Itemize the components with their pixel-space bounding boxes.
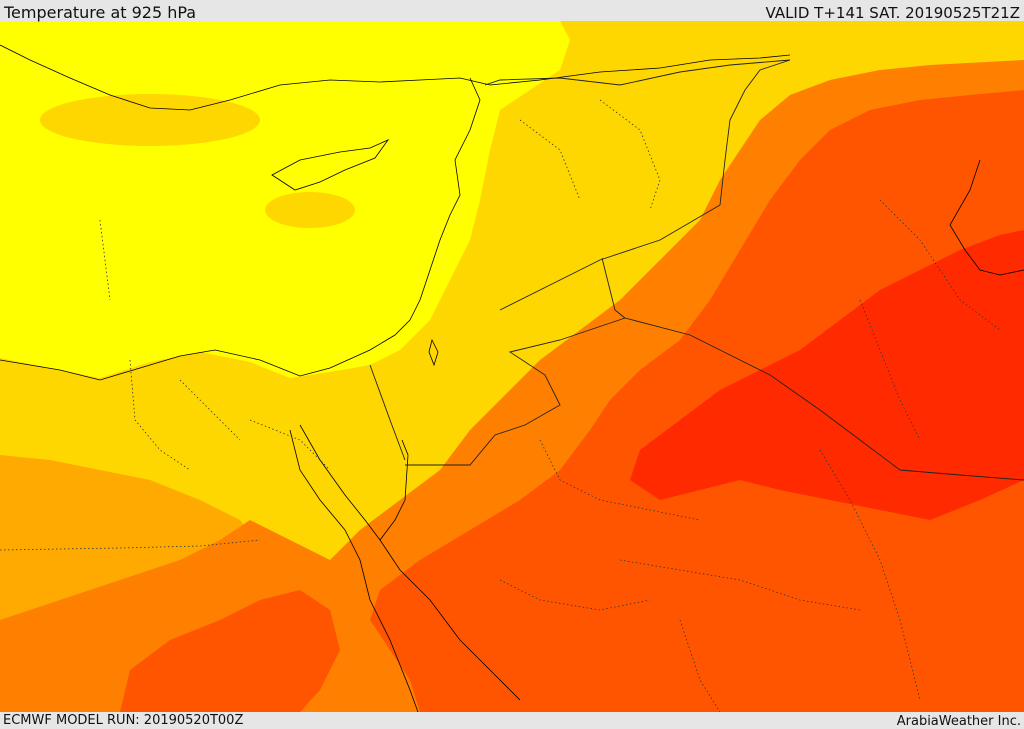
border-syria-iraq: [499, 204, 721, 311]
temperature-bands: [0, 21, 1024, 712]
band-gold-patch: [265, 192, 355, 228]
admin-boundaries: [0, 99, 1001, 712]
map-footer: ECMWF MODEL RUN: 20190520T00Z ArabiaWeat…: [0, 712, 1024, 729]
border-turkey-syria: [484, 59, 791, 86]
border-iraq-iran: [719, 59, 791, 206]
red-sea-east: [379, 539, 521, 701]
temperature-map[interactable]: [0, 21, 1024, 712]
borders: [369, 59, 1024, 481]
border-jordan-iraq: [601, 257, 626, 319]
dead-sea: [428, 338, 439, 367]
border-iraq-saudi: [624, 317, 1024, 481]
credit-label: ArabiaWeather Inc.: [896, 714, 1021, 729]
border-egypt-israel: [369, 364, 406, 461]
gulf-coast: [949, 159, 1024, 276]
levant-coast: [0, 77, 481, 381]
model-run-label: ECMWF MODEL RUN: 20190520T00Z: [3, 713, 244, 728]
map-title: Temperature at 925 hPa: [4, 3, 197, 22]
cyprus: [271, 139, 390, 191]
gulf-suez-west: [289, 429, 419, 712]
gulf-suez-east: [299, 424, 381, 541]
band-redorange: [370, 90, 1024, 712]
valid-time-label: VALID T+141 SAT. 20190525T21Z: [765, 4, 1020, 22]
gulf-aqaba: [379, 439, 409, 541]
band-gold-patch: [40, 94, 260, 146]
band-red: [630, 230, 1024, 520]
turkey-coast: [0, 44, 791, 111]
border-jordan-saudi: [405, 317, 626, 466]
coastlines: [0, 44, 1024, 712]
band-redorange-sw: [120, 590, 340, 712]
map-header: Temperature at 925 hPa VALID T+141 SAT. …: [0, 0, 1024, 22]
